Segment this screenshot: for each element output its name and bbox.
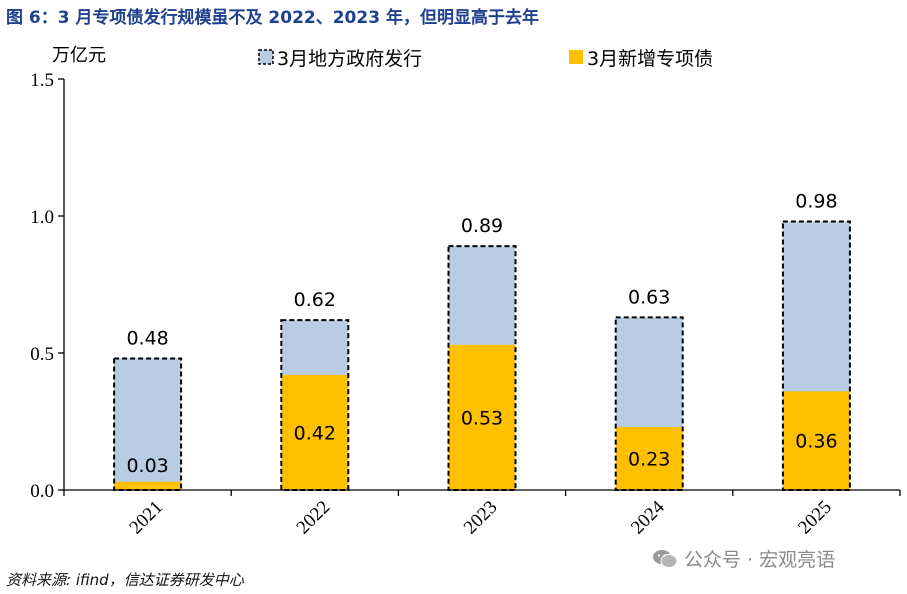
data-label-total-2024: 0.63 xyxy=(628,286,670,308)
x-tick-label-2025: 2025 xyxy=(794,497,836,539)
data-label-special-2024: 0.23 xyxy=(628,448,670,470)
legend-label-special: 3月新增专项债 xyxy=(587,48,713,70)
source-note: 资料来源: ifind，信达证券研发中心 xyxy=(6,571,244,589)
bar-total-outline-2022 xyxy=(280,319,350,491)
y-tick-label: 1.0 xyxy=(30,207,54,228)
x-tick-label-2021: 2021 xyxy=(125,497,167,539)
bar-total-2021 xyxy=(114,358,182,490)
x-tick-label-2022: 2022 xyxy=(293,497,335,539)
data-label-total-2021: 0.48 xyxy=(126,327,168,349)
wechat-icon xyxy=(653,549,678,568)
legend-swatch-special xyxy=(569,50,583,64)
bar-special-2024 xyxy=(615,426,683,490)
legend-label-total: 3月地方政府发行 xyxy=(277,48,422,70)
y-tick-label: 0.5 xyxy=(30,344,54,365)
bars: 0.48 0.03 0.62 0.42 0.89 0.53 0.63 0.23 0.98 0.36 xyxy=(113,190,851,492)
legend: 3月地方政府发行 3月新增专项债 xyxy=(258,48,713,70)
bar-special-2021 xyxy=(114,481,182,490)
x-tick-label-2024: 2024 xyxy=(627,496,669,538)
y-tick-label: 0.0 xyxy=(30,481,54,502)
y-axis-unit-label: 万亿元 xyxy=(52,45,106,66)
watermark: 公众号 · 宏观亮语 xyxy=(652,545,835,572)
data-label-total-2025: 0.98 xyxy=(795,190,837,212)
figure-title: 图 6：3 月专项债发行规模虽不及 2022、2023 年，但明显高于去年 xyxy=(6,8,539,28)
bar-special-2022 xyxy=(281,374,349,490)
data-label-special-2025: 0.36 xyxy=(795,431,837,453)
bar-special-2025 xyxy=(782,391,850,490)
y-tick-label: 1.5 xyxy=(30,70,54,91)
data-label-special-2023: 0.53 xyxy=(461,407,503,429)
bar-special-2023 xyxy=(448,344,516,490)
data-label-total-2022: 0.62 xyxy=(294,289,336,311)
data-label-special-2021: 0.03 xyxy=(126,455,168,477)
x-axis: 2021 2022 2023 2024 2025 xyxy=(63,489,901,539)
x-tick-label-2023: 2023 xyxy=(460,497,502,539)
watermark-text: 公众号 · 宏观亮语 xyxy=(684,549,836,571)
data-label-total-2023: 0.89 xyxy=(461,215,503,237)
y-axis: 0.0 0.5 1.0 1.5 xyxy=(30,70,65,502)
legend-swatch-total xyxy=(258,49,274,65)
data-label-special-2022: 0.42 xyxy=(294,422,336,444)
